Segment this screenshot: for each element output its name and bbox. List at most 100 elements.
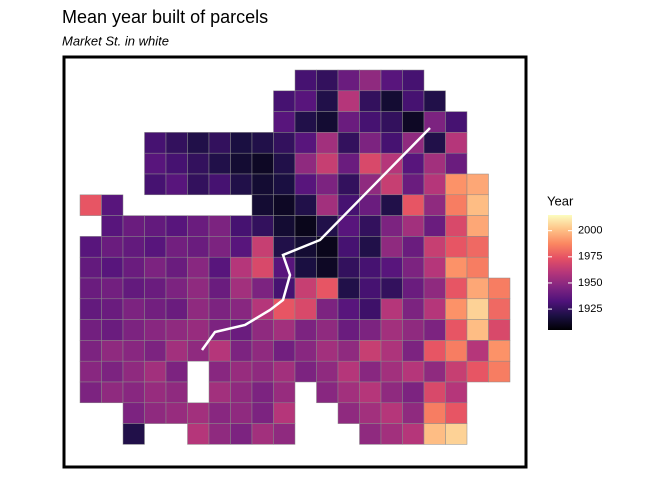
map-cell (122, 360, 145, 383)
map-cell (273, 194, 296, 216)
map-cell (294, 152, 317, 175)
map-cell (251, 360, 274, 383)
map-cell (380, 194, 403, 216)
map-cell (337, 381, 360, 404)
map-cell (165, 256, 188, 279)
map-cell (273, 152, 296, 175)
map-cell (445, 256, 468, 279)
map-cell (445, 402, 468, 424)
map-cell (380, 340, 403, 362)
map-cell (402, 90, 425, 112)
map-cell (359, 319, 382, 341)
map-cell (144, 298, 167, 320)
map-cell (294, 194, 317, 216)
map-cell (165, 132, 188, 154)
map-cell (402, 402, 425, 424)
map-cell (208, 256, 231, 279)
map-cell (337, 69, 360, 92)
map-cell (466, 256, 489, 279)
map-cell (337, 132, 360, 154)
map-cell (273, 319, 296, 341)
map-cell (316, 111, 339, 133)
map-cell (187, 215, 210, 237)
map-cell (423, 152, 446, 175)
map-cell (230, 173, 253, 196)
map-cell (466, 298, 489, 320)
map-cell (230, 360, 253, 383)
colorbar-tick-label: 2000 (578, 225, 602, 237)
map-cell (359, 69, 382, 92)
map-cell (423, 402, 446, 424)
colorbar (548, 215, 572, 330)
map-cell (359, 340, 382, 362)
map-cell (294, 277, 317, 300)
map-cell (165, 277, 188, 300)
map-cell (122, 340, 145, 362)
map-cell (208, 236, 231, 258)
map-cell (273, 298, 296, 320)
map-cell (144, 277, 167, 300)
map-cell (423, 360, 446, 383)
map-cell (466, 360, 489, 383)
map-cell (402, 194, 425, 216)
map-cell (251, 277, 274, 300)
map-cell (187, 277, 210, 300)
map-cell (251, 194, 274, 216)
map-cell (359, 111, 382, 133)
map-cell (466, 277, 489, 300)
map-cell (187, 236, 210, 258)
map-cell (445, 194, 468, 216)
map-cell (359, 423, 382, 445)
map-cell (488, 277, 511, 300)
map-cell (359, 173, 382, 196)
map-cell (445, 152, 468, 175)
map-cell (122, 402, 145, 424)
market-street (200, 127, 431, 351)
map-cell (445, 319, 468, 341)
map-cell (273, 340, 296, 362)
map-cells (79, 69, 511, 445)
map-cell (251, 319, 274, 341)
map-cell (165, 298, 188, 320)
map-cell (316, 132, 339, 154)
map-cell (251, 132, 274, 154)
map-cell (101, 256, 124, 279)
map-cell (337, 152, 360, 175)
map-cell (316, 277, 339, 300)
map-cell (423, 340, 446, 362)
map-cell (466, 173, 489, 196)
map-cell (79, 256, 102, 279)
map-cell (423, 256, 446, 279)
map-cell (380, 256, 403, 279)
map-cell (337, 298, 360, 320)
map-cell (402, 152, 425, 175)
map-cell (230, 132, 253, 154)
map-cell (101, 298, 124, 320)
colorbar-tick-label: 1950 (578, 277, 602, 289)
map-cell (208, 340, 231, 362)
map-cell (359, 381, 382, 404)
map-cell (144, 360, 167, 383)
map-cell (122, 423, 145, 445)
map-cell (402, 236, 425, 258)
map-cell (294, 340, 317, 362)
map-cell (337, 173, 360, 196)
map-cell (466, 319, 489, 341)
map-cell (316, 90, 339, 112)
map-cell (337, 236, 360, 258)
map-cell (466, 194, 489, 216)
map-cell (208, 423, 231, 445)
map-cell (79, 194, 102, 216)
map-cell (402, 319, 425, 341)
map-cell (79, 236, 102, 258)
map-cell (294, 111, 317, 133)
map-cell (445, 277, 468, 300)
map-cell (488, 340, 511, 362)
map-cell (402, 69, 425, 92)
map-cell (402, 298, 425, 320)
map-cell (165, 236, 188, 258)
map-cell (337, 111, 360, 133)
map-cell (144, 152, 167, 175)
map-cell (402, 215, 425, 237)
